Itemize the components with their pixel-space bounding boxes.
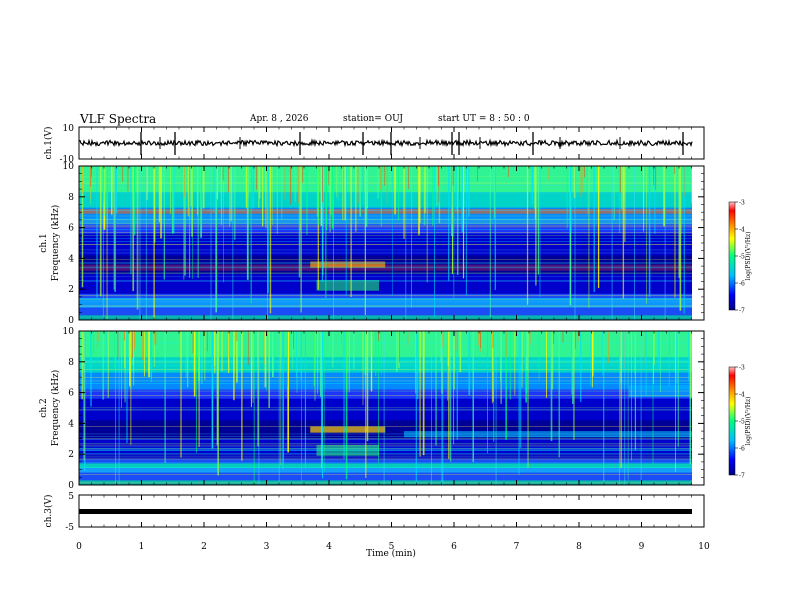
time-tick-label: 5 [389, 542, 395, 552]
frequency-tick-label: 10 [63, 162, 75, 172]
ch2-frequency-label: Frequency (kHz) [50, 370, 61, 447]
colorbar-tick-label: -7 [739, 473, 745, 480]
ch3-ytick-top: 5 [68, 492, 74, 502]
chart-title: VLF Spectra [80, 112, 157, 126]
time-tick-label: 4 [326, 542, 332, 552]
frequency-tick-label: 10 [63, 327, 75, 337]
frequency-tick-label: 6 [68, 224, 74, 234]
ch2-colorbar: log(PSD)(V²/Hz) -3 -4 -5 -6 -7 [728, 365, 752, 480]
time-tick-label: 7 [514, 542, 520, 552]
date-label: Apr. 8 , 2026 [250, 114, 309, 124]
ch2-colorbar-label: log(PSD)(V²/Hz) [745, 397, 752, 446]
frequency-tick-label: 4 [68, 254, 74, 264]
ch1-ytick-top: 10 [63, 124, 75, 134]
ch1-waveform-panel: 10 -10 ch.1(V) [43, 124, 705, 165]
ch1-spectrogram-heatmap [79, 166, 692, 320]
ch3-waveform-ylabel: ch.3(V) [43, 495, 54, 528]
colorbar-tick-label: -5 [739, 254, 745, 261]
frequency-tick-label: 0 [68, 316, 74, 326]
frequency-tick-label: 2 [68, 285, 74, 295]
time-tick-label: 10 [698, 542, 710, 552]
ch1-waveform-trace [79, 132, 693, 155]
ch3-waveform-panel: 5 -5 ch.3(V) [43, 492, 705, 533]
ch2-spectrogram-panel: 0 2 4 6 8 10 ch.2 Frequency (kHz) [39, 327, 705, 491]
time-tick-label: 0 [76, 542, 82, 552]
time-tick-label: 6 [451, 542, 457, 552]
ch2-spectrogram-heatmap [79, 331, 692, 485]
time-tick-label: 8 [576, 542, 582, 552]
colorbar-tick-label: -3 [739, 365, 745, 372]
ch1-spectrogram-panel: 0 2 4 6 8 10 ch.1 Frequency (kHz) [39, 162, 705, 326]
colorbar-tick-label: -4 [739, 392, 745, 399]
ch1-colorbar-label: log(PSD)(V²/Hz) [745, 232, 752, 281]
ch2-channel-label: ch.2 [39, 398, 49, 417]
colorbar-tick-label: -6 [739, 281, 745, 288]
colorbar-tick-label: -3 [739, 200, 745, 207]
frequency-tick-label: 4 [68, 419, 74, 429]
time-axis: 0 1 2 3 4 5 6 7 8 9 10 [76, 127, 710, 552]
ch1-frequency-label: Frequency (kHz) [50, 205, 61, 282]
time-tick-label: 2 [201, 542, 207, 552]
time-tick-label: 1 [139, 542, 145, 552]
frequency-tick-label: 0 [68, 481, 74, 491]
start-ut-label: start UT = 8 : 50 : 0 [438, 114, 530, 124]
frequency-tick-label: 6 [68, 389, 74, 399]
colorbar-tick-label: -7 [739, 308, 745, 315]
time-axis-label: Time (min) [366, 548, 416, 559]
frequency-tick-label: 8 [68, 193, 74, 203]
frequency-tick-label: 8 [68, 358, 74, 368]
station-label: station= OUJ [343, 114, 404, 124]
ch3-ytick-bottom: -5 [65, 523, 74, 533]
frequency-tick-label: 2 [68, 450, 74, 460]
colorbar-tick-label: -4 [739, 227, 745, 234]
ch1-channel-label: ch.1 [39, 233, 49, 252]
time-tick-label: 9 [639, 542, 645, 552]
colorbar-tick-label: -6 [739, 446, 745, 453]
ch1-waveform-ylabel: ch.1(V) [43, 127, 54, 160]
colorbar-tick-label: -5 [739, 419, 745, 426]
ch3-waveform-trace [79, 509, 692, 514]
ch1-ytick-bottom: -10 [60, 155, 75, 165]
ch1-colorbar: log(PSD)(V²/Hz) -3 -4 -5 -6 -7 [728, 200, 752, 315]
time-tick-label: 3 [264, 542, 270, 552]
